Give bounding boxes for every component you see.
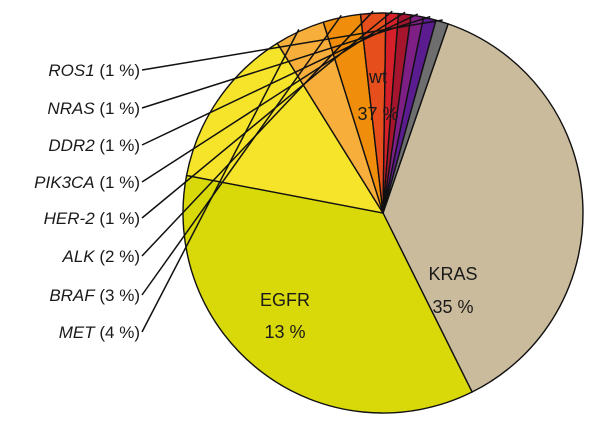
leader-line-alk: [141, 10, 374, 257]
pie-slices: [182, 12, 584, 414]
slice-label-kras: KRAS: [428, 264, 477, 284]
slice-label-wt: wt: [368, 67, 387, 87]
slice-label-alk: ALK (2 %): [62, 247, 140, 266]
slice-value-egfr: 13 %: [264, 322, 305, 342]
slice-label-egfr: EGFR: [260, 290, 310, 310]
slice-label-ddr2: DDR2 (1 %): [48, 136, 140, 155]
leader-lines: [141, 10, 443, 333]
leader-line-met: [141, 29, 300, 333]
pie-slice-kras: [182, 174, 473, 414]
leader-line-braf: [141, 14, 342, 296]
slice-label-ros1: ROS1 (1 %): [48, 61, 140, 80]
leader-line-nras: [141, 15, 431, 109]
slice-value-kras: 35 %: [432, 297, 473, 317]
slice-labels: wt 37 % KRAS 35 % EGFR 13 % MET (4 %) BRAF (3 %…: [34, 61, 477, 342]
slice-label-braf: BRAF (3 %): [49, 286, 140, 305]
slice-label-her-2: HER-2 (1 %): [44, 209, 140, 228]
slice-value-wt: 37 %: [357, 104, 398, 124]
pie-slice-ros1: [382, 19, 449, 214]
leader-line-ros1: [141, 19, 443, 71]
pie-slice-egfr: [185, 42, 384, 214]
slice-label-met: MET (4 %): [59, 323, 140, 342]
slice-label-pik3ca: PIK3CA (1 %): [34, 173, 140, 192]
slice-label-nras: NRAS (1 %): [47, 99, 140, 118]
pie-slice-wt: [382, 23, 584, 393]
